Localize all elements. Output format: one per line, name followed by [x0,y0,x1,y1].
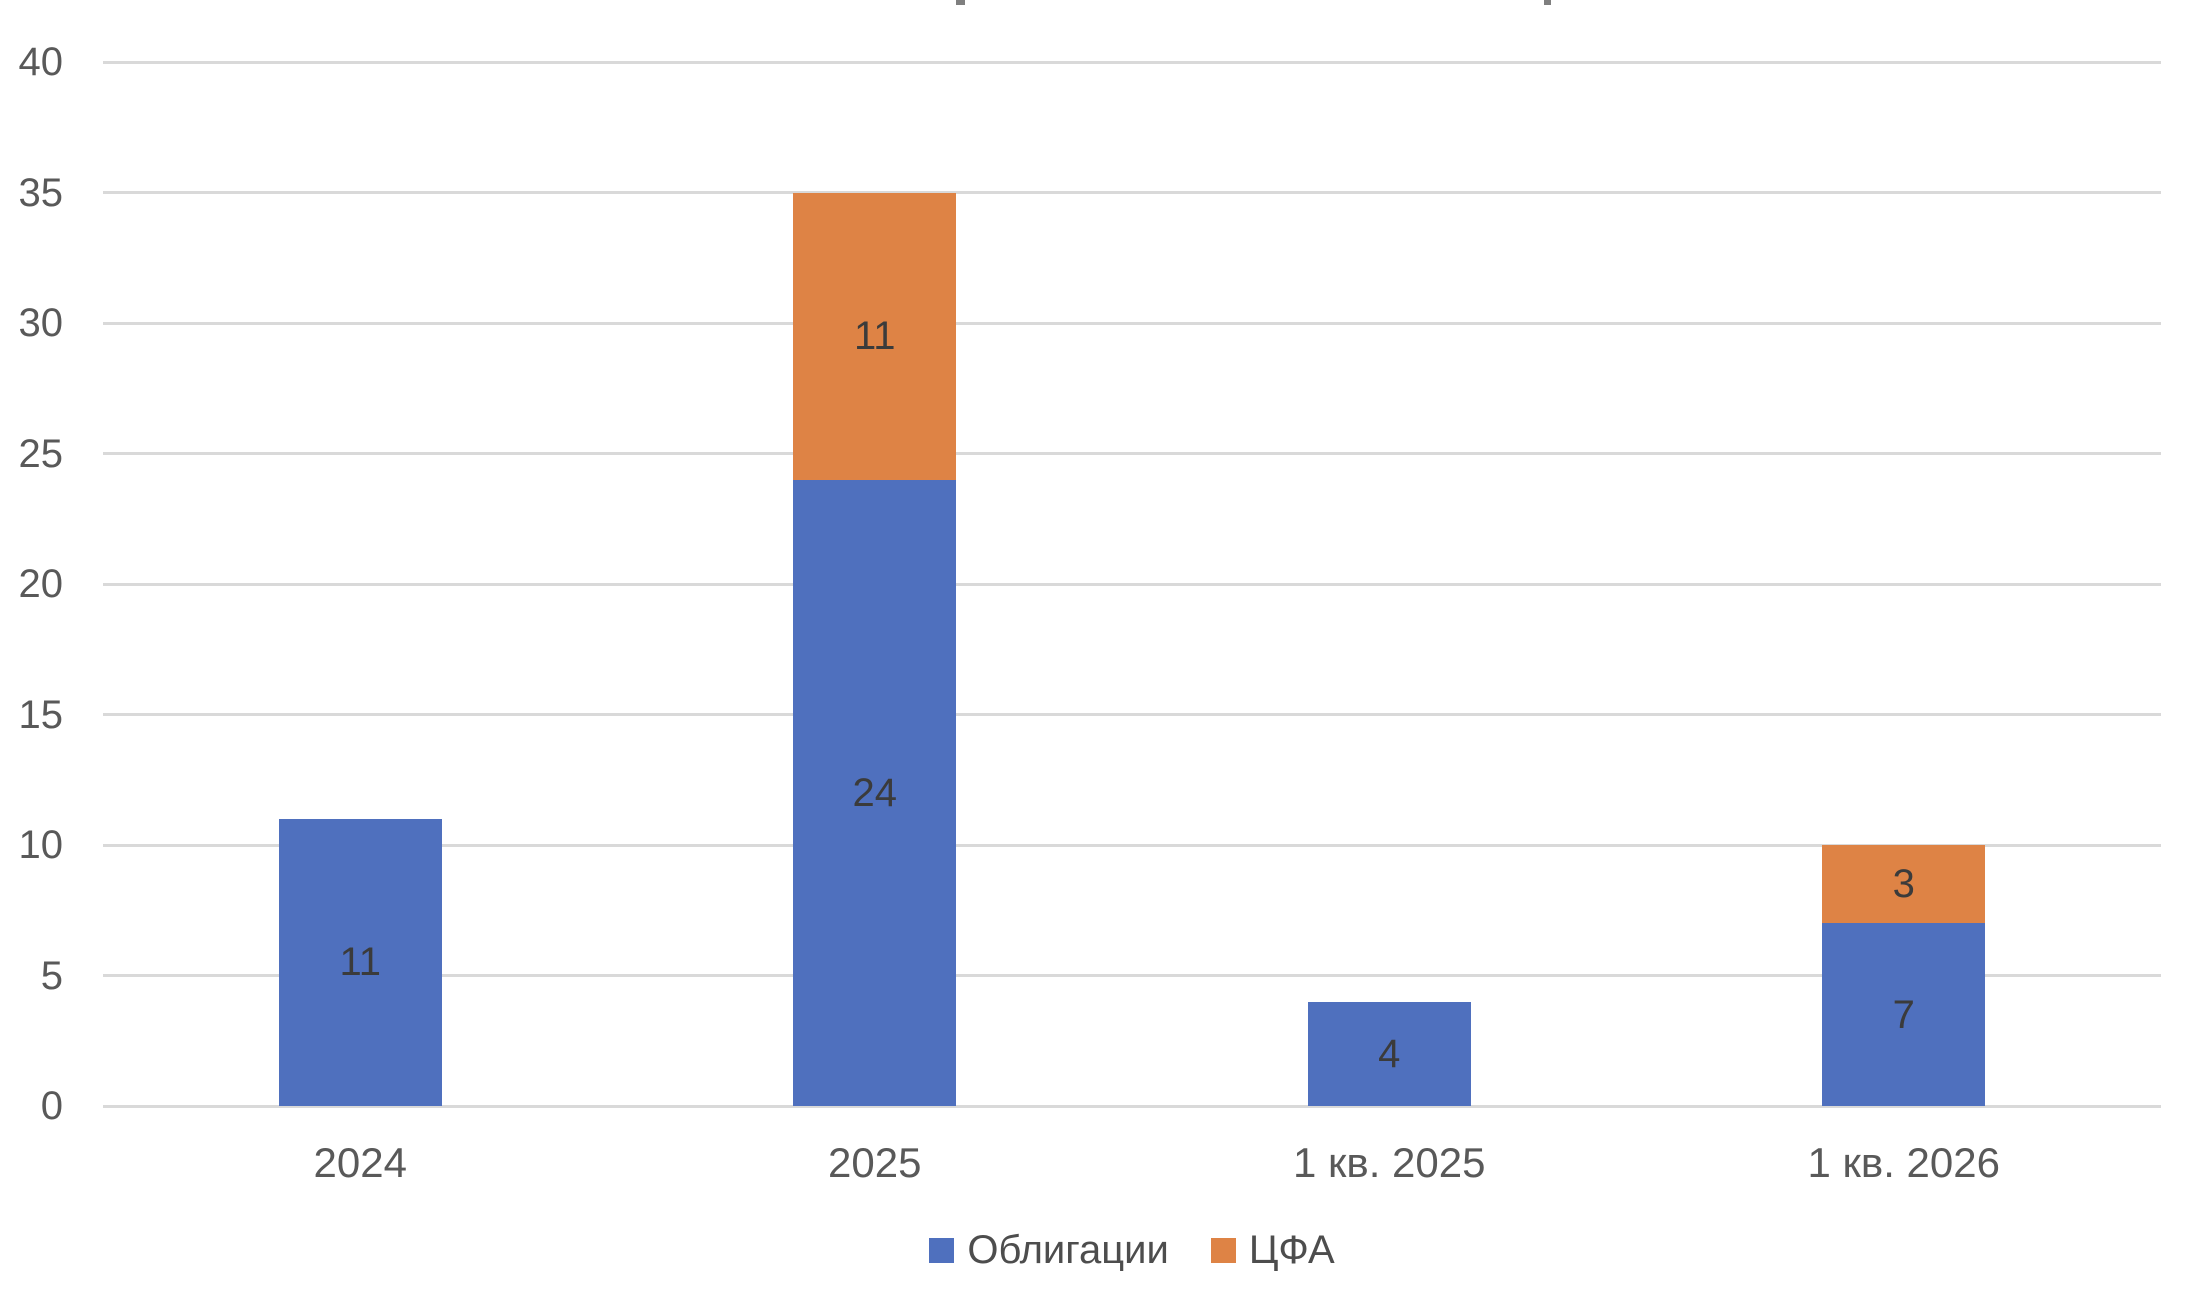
y-tick-label: 30 [18,301,64,345]
y-tick-label: 0 [40,1084,63,1128]
legend-swatch-icon [1210,1237,1236,1263]
gridline-30 [103,321,2161,325]
x-category-label: 1 кв. 2026 [1807,1139,2001,1186]
gridline-40 [103,60,2161,64]
legend-item-Облигации: Облигации [929,1228,1169,1272]
gridline-35 [103,191,2161,194]
gridline-10 [103,843,2161,847]
value-label: 11 [339,940,382,985]
value-label: 24 [852,770,898,815]
bar-segment-ЦФА-2025: 11 [793,192,957,480]
value-label: 7 [1892,992,1915,1037]
y-tick-label: 40 [18,40,64,84]
gridline-0 [103,1104,2161,1108]
y-tick-label: 10 [18,823,64,867]
gridline-15 [103,713,2161,716]
cropped-title-fragment [956,0,965,5]
x-category-label: 1 кв. 2025 [1293,1139,1486,1186]
chart-legend: Облигации ЦФА [103,1224,2161,1276]
y-tick-label: 35 [18,170,64,215]
gridline-5 [103,974,2161,977]
bar-segment-Облигации-1 кв. 2026: 7 [1822,923,1986,1106]
y-tick-label: 25 [18,431,64,476]
value-label: 3 [1892,862,1915,907]
bar-segment-ЦФА-1 кв. 2026: 3 [1822,845,1986,924]
legend-swatch-icon [929,1237,955,1263]
legend-label: Облигации [967,1228,1169,1272]
gridline-20 [103,582,2161,586]
x-category-label: 2025 [828,1139,922,1186]
y-tick-label: 20 [18,562,64,606]
bar-segment-Облигации-2025: 24 [793,479,957,1106]
y-tick-label: 15 [18,692,64,737]
value-label: 4 [1378,1031,1401,1076]
legend-item-ЦФА: ЦФА [1210,1228,1335,1272]
bar-segment-Облигации-1 кв. 2025: 4 [1307,1001,1471,1106]
gridline-25 [103,452,2161,455]
bar-segment-Облигации-2024: 11 [278,818,442,1106]
y-tick-label: 5 [40,953,63,998]
value-label: 11 [853,314,896,359]
cropped-title-fragment [1544,0,1551,5]
legend-label: ЦФА [1248,1228,1335,1272]
x-category-label: 2024 [313,1139,407,1186]
